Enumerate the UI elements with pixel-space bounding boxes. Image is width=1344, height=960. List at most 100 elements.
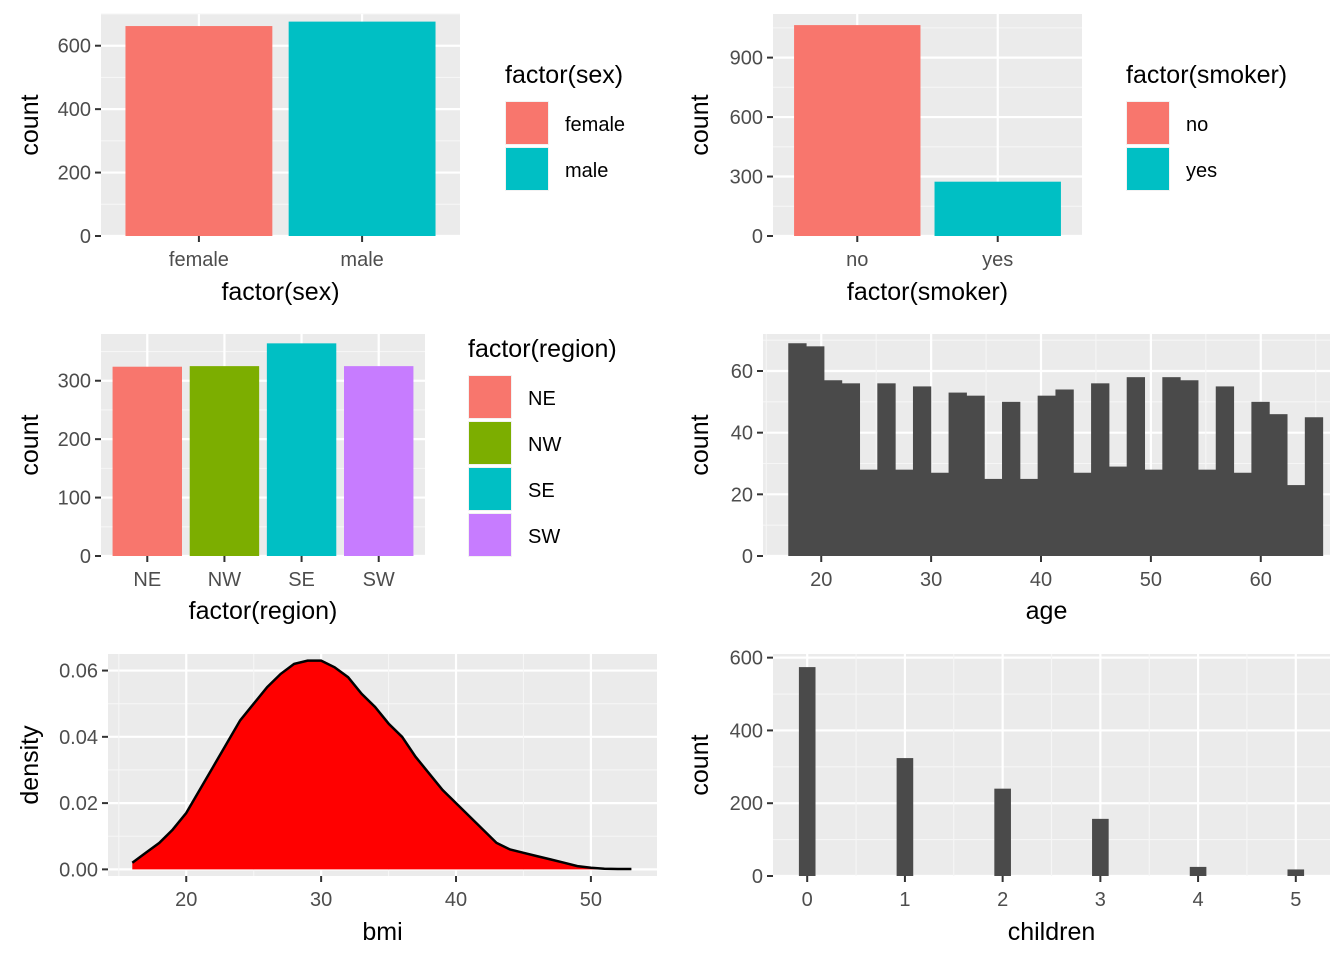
bmi-xtick-label: 20 bbox=[175, 889, 197, 911]
age-bin bbox=[1269, 414, 1288, 556]
region-legend-swatch bbox=[469, 422, 511, 464]
region-legend-label: NW bbox=[528, 434, 561, 456]
age-bin bbox=[788, 343, 807, 556]
region-ytick-label: 100 bbox=[58, 488, 91, 510]
smoker-legend-label: no bbox=[1186, 114, 1208, 136]
sex-legend-label: male bbox=[565, 160, 608, 182]
smoker-ytick-label: 300 bbox=[730, 167, 763, 189]
age-x-title: age bbox=[1026, 597, 1068, 625]
region-ytick-label: 0 bbox=[80, 546, 91, 568]
sex-legend-title: factor(sex) bbox=[505, 61, 623, 89]
region-ytick-label: 200 bbox=[58, 429, 91, 451]
region-xtick-label: SE bbox=[288, 569, 315, 591]
children-bar bbox=[1287, 869, 1305, 876]
smoker-xtick-label: no bbox=[846, 249, 868, 271]
sex-ytick-label: 200 bbox=[58, 163, 91, 185]
bmi-ytick-label: 0.06 bbox=[59, 661, 98, 683]
bmi-ytick-label: 0.02 bbox=[59, 793, 98, 815]
age-bin bbox=[1002, 401, 1021, 556]
children-xtick-label: 3 bbox=[1095, 889, 1106, 911]
age-bin bbox=[1162, 377, 1181, 556]
region-legend-swatch bbox=[469, 376, 511, 418]
sex-legend: factor(sex) female male bbox=[505, 61, 625, 191]
region-legend: factor(region) NE NW SE SW bbox=[468, 335, 617, 557]
children-xtick-label: 0 bbox=[802, 889, 813, 911]
children-x-title: children bbox=[1008, 918, 1096, 946]
sex-ytick-label: 0 bbox=[80, 226, 91, 248]
smoker-bar-yes bbox=[934, 181, 1061, 236]
age-bin bbox=[1304, 417, 1324, 556]
sex-y-title: count bbox=[16, 94, 44, 155]
age-ytick-label: 20 bbox=[731, 484, 753, 506]
region-bar-NW bbox=[189, 366, 260, 556]
age-ytick-label: 60 bbox=[731, 361, 753, 383]
sex-xtick-label: male bbox=[340, 249, 383, 271]
smoker-ytick-label: 600 bbox=[730, 107, 763, 129]
bmi-density-line bbox=[131, 659, 632, 871]
region-legend-title: factor(region) bbox=[468, 335, 617, 363]
age-bin bbox=[1180, 380, 1199, 556]
sex-ytick-label: 400 bbox=[58, 99, 91, 121]
sex-x-title: factor(sex) bbox=[221, 278, 339, 306]
region-legend-swatch bbox=[469, 514, 511, 556]
children-bar bbox=[798, 667, 816, 876]
smoker-chart: no yes0300600900countfactor(smoker)factor… bbox=[686, 14, 1287, 306]
bmi-x-title: bmi bbox=[362, 918, 402, 946]
age-bin bbox=[877, 383, 896, 556]
bmi-density-area bbox=[132, 660, 632, 870]
children-xtick-label: 5 bbox=[1290, 889, 1301, 911]
age-ytick-label: 40 bbox=[731, 423, 753, 445]
bmi-ytick-label: 0.04 bbox=[59, 727, 98, 749]
children-chart: 0 1 2 3 4 5 0 200 400 600 count children bbox=[686, 648, 1330, 946]
bmi-xtick-label: 50 bbox=[580, 889, 602, 911]
region-ytick-label: 300 bbox=[58, 371, 91, 393]
smoker-y-title: count bbox=[686, 94, 714, 155]
age-bin bbox=[1055, 389, 1074, 556]
sex-ytick-label: 600 bbox=[58, 36, 91, 58]
sex-legend-swatch bbox=[506, 148, 548, 190]
smoker-legend-label: yes bbox=[1186, 160, 1217, 182]
children-xtick-label: 4 bbox=[1193, 889, 1204, 911]
age-bin bbox=[1037, 395, 1056, 556]
age-chart: 20 30 40 50 60 0 20 40 60 count age bbox=[686, 334, 1330, 625]
children-ytick-label: 0 bbox=[752, 866, 763, 888]
bmi-xtick-label: 40 bbox=[445, 889, 467, 911]
age-bin bbox=[841, 383, 861, 556]
age-bin bbox=[1197, 469, 1217, 556]
sex-xtick-label: female bbox=[169, 249, 229, 271]
smoker-xtick-label: yes bbox=[982, 249, 1013, 271]
region-xtick-label: SW bbox=[363, 569, 395, 591]
sex-chart: female male0200400600countfactor(sex)fact… bbox=[16, 13, 625, 306]
age-bin bbox=[1019, 478, 1039, 556]
region-bar-SW bbox=[344, 366, 414, 556]
smoker-legend: factor(smoker) no yes bbox=[1126, 61, 1287, 191]
region-chart: NE NW SE SW0100200300countfactor(region)fac… bbox=[16, 334, 617, 625]
age-bin bbox=[1233, 472, 1252, 556]
children-y-title: count bbox=[686, 734, 714, 795]
children-ytick-label: 400 bbox=[730, 720, 763, 742]
age-bin bbox=[859, 469, 878, 556]
age-bin bbox=[1287, 485, 1306, 556]
age-bin bbox=[930, 472, 950, 556]
smoker-bar-no bbox=[794, 25, 921, 236]
smoker-ytick-label: 0 bbox=[752, 226, 763, 248]
age-xtick-label: 50 bbox=[1140, 569, 1162, 591]
age-bin bbox=[966, 395, 985, 556]
bmi-xtick-label: 30 bbox=[310, 889, 332, 911]
region-legend-label: SW bbox=[528, 526, 560, 548]
age-bin bbox=[895, 469, 914, 556]
smoker-ytick-label: 900 bbox=[730, 48, 763, 70]
age-bin bbox=[1091, 383, 1110, 556]
region-xtick-label: NW bbox=[208, 569, 241, 591]
age-bin bbox=[948, 392, 967, 556]
children-xtick-label: 1 bbox=[899, 889, 910, 911]
age-bin bbox=[1108, 466, 1128, 556]
age-xtick-label: 30 bbox=[920, 569, 942, 591]
age-bin bbox=[1126, 377, 1146, 556]
sex-bar-male bbox=[288, 21, 436, 236]
age-xtick-label: 40 bbox=[1030, 569, 1052, 591]
children-bar bbox=[994, 788, 1011, 876]
age-bin bbox=[912, 386, 932, 556]
region-bar-SE bbox=[266, 343, 337, 556]
